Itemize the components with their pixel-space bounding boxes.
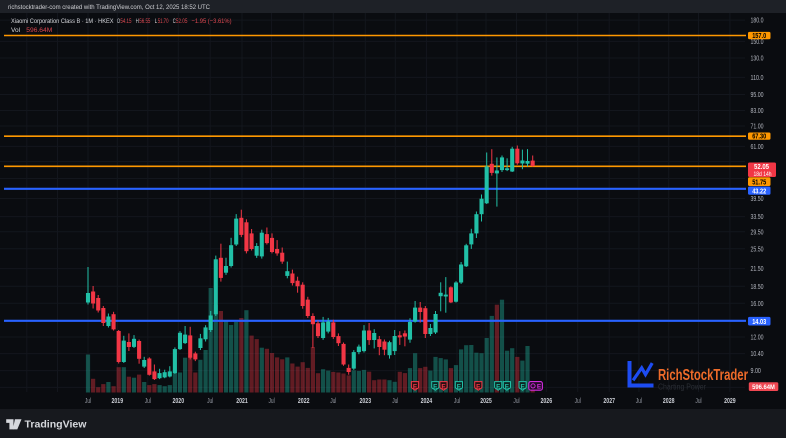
svg-text:E: E: [413, 383, 418, 390]
svg-text:Jul: Jul: [145, 398, 152, 405]
svg-text:43.22: 43.22: [752, 188, 766, 195]
svg-text:56.55: 56.55: [139, 18, 150, 25]
svg-text:E: E: [520, 383, 525, 390]
svg-text:Jul: Jul: [454, 398, 461, 405]
svg-text:2020: 2020: [173, 398, 185, 405]
svg-text:Vol: Vol: [11, 27, 21, 34]
svg-text:Xiaomi Corporation Class B · 1: Xiaomi Corporation Class B · 1M · HKEX: [11, 18, 114, 25]
svg-text:2029: 2029: [724, 398, 736, 405]
svg-text:71.00: 71.00: [751, 122, 764, 131]
svg-text:C: C: [173, 18, 176, 25]
svg-text:52.05: 52.05: [176, 18, 188, 25]
svg-text:39.50: 39.50: [751, 194, 764, 203]
svg-text:33.50: 33.50: [751, 212, 764, 221]
svg-text:E: E: [457, 383, 462, 390]
svg-text:12.00: 12.00: [751, 333, 764, 342]
svg-text:2021: 2021: [236, 398, 248, 405]
svg-text:Jul: Jul: [636, 398, 643, 405]
svg-text:18d 14h: 18d 14h: [754, 171, 772, 178]
svg-text:E: E: [505, 383, 510, 390]
svg-text:E: E: [476, 383, 481, 390]
svg-text:L: L: [155, 18, 158, 25]
svg-text:16.00: 16.00: [751, 299, 764, 308]
svg-text:52.05: 52.05: [754, 162, 769, 171]
svg-text:Jul: Jul: [269, 398, 276, 405]
svg-text:Charting Power: Charting Power: [658, 382, 706, 391]
svg-text:2022: 2022: [298, 398, 310, 405]
svg-text:83.00: 83.00: [751, 106, 764, 115]
svg-text:21.50: 21.50: [751, 264, 764, 273]
svg-text:O: O: [117, 18, 120, 25]
svg-text:596.64M: 596.64M: [26, 27, 52, 34]
svg-text:67.30: 67.30: [752, 134, 766, 141]
svg-text:14.03: 14.03: [752, 319, 766, 326]
svg-text:9.00: 9.00: [751, 366, 761, 375]
svg-text:2019: 2019: [112, 398, 124, 405]
svg-text:Jul: Jul: [513, 398, 520, 405]
svg-text:18.50: 18.50: [751, 282, 764, 291]
svg-text:130.0: 130.0: [751, 54, 764, 63]
svg-text:51.75: 51.75: [752, 179, 766, 186]
svg-text:H: H: [136, 18, 139, 25]
svg-text:−1.95 (−3.61%): −1.95 (−3.61%): [192, 18, 232, 25]
svg-text:95.00: 95.00: [751, 90, 764, 99]
svg-text:Jul: Jul: [392, 398, 399, 405]
svg-text:54.15: 54.15: [120, 18, 131, 25]
svg-text:150.0: 150.0: [751, 37, 764, 46]
svg-text:596.64M: 596.64M: [752, 384, 775, 391]
svg-text:2027: 2027: [603, 398, 615, 405]
svg-text:Jul: Jul: [695, 398, 702, 405]
svg-text:Jul: Jul: [330, 398, 337, 405]
svg-text:E: E: [537, 383, 542, 390]
svg-text:richstocktrader-com created wi: richstocktrader-com created with Trading…: [8, 4, 210, 11]
svg-text:2028: 2028: [663, 398, 675, 405]
svg-text:E: E: [441, 383, 446, 390]
svg-text:25.50: 25.50: [751, 244, 764, 253]
svg-text:2025: 2025: [480, 398, 492, 405]
svg-text:2026: 2026: [541, 398, 553, 405]
svg-text:29.50: 29.50: [751, 227, 764, 236]
svg-text:180.0: 180.0: [751, 16, 764, 25]
svg-text:Jul: Jul: [207, 398, 214, 405]
svg-text:157.0: 157.0: [752, 33, 766, 40]
svg-text:2023: 2023: [360, 398, 372, 405]
svg-text:51.70: 51.70: [158, 18, 169, 25]
svg-text:110.0: 110.0: [751, 73, 764, 82]
svg-text:Jul: Jul: [85, 398, 92, 405]
svg-text:RichStockTrader: RichStockTrader: [658, 367, 748, 384]
svg-text:2024: 2024: [421, 398, 433, 405]
svg-text:Jul: Jul: [575, 398, 582, 405]
svg-text:E: E: [496, 383, 501, 390]
svg-text:TradingView: TradingView: [25, 419, 88, 430]
svg-text:E: E: [433, 383, 438, 390]
svg-text:10.40: 10.40: [751, 349, 764, 358]
svg-text:61.00: 61.00: [751, 142, 764, 151]
